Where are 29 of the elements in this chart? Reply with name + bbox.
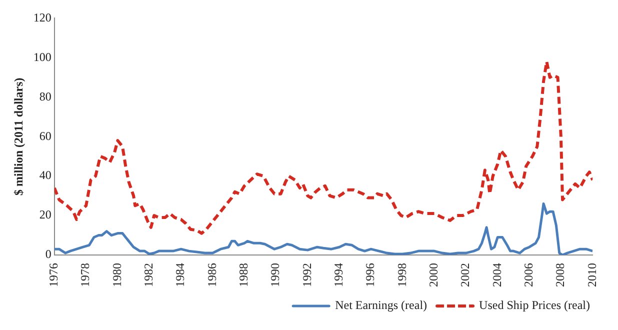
y-tick-label: 100 bbox=[33, 50, 52, 64]
x-tick-label: 1996 bbox=[363, 263, 378, 287]
y-tick-label: 80 bbox=[39, 89, 52, 104]
y-tick-label: 0 bbox=[45, 247, 52, 262]
x-tick-label: 1986 bbox=[204, 263, 219, 287]
x-tick-label: 2006 bbox=[521, 263, 536, 287]
x-tick-label: 1982 bbox=[142, 263, 156, 287]
line-series bbox=[54, 60, 593, 235]
x-tick-label: 1978 bbox=[78, 263, 92, 287]
x-tick-label: 2002 bbox=[458, 263, 472, 287]
y-tick-label: 40 bbox=[39, 168, 52, 182]
legend-label: Used Ship Prices (real) bbox=[479, 298, 590, 312]
x-tick-label: 1994 bbox=[331, 263, 346, 287]
x-tick-label: 2010 bbox=[584, 263, 599, 287]
y-tick-label: 120 bbox=[33, 10, 52, 24]
x-tick-label: 1976 bbox=[46, 263, 61, 287]
x-tick-label: 2004 bbox=[490, 263, 504, 287]
x-tick-label: 1984 bbox=[173, 263, 188, 287]
x-tick-label: 1988 bbox=[236, 263, 251, 287]
x-tick-label: 2000 bbox=[426, 263, 440, 287]
y-tick-label: 60 bbox=[39, 128, 52, 143]
x-tick-label: 1992 bbox=[300, 263, 314, 287]
y-axis-title: $ million (2011 dollars) bbox=[11, 78, 26, 196]
x-tick-label: 1990 bbox=[268, 263, 282, 287]
y-tick-label: 20 bbox=[39, 208, 52, 222]
legend-label: Net Earnings (real) bbox=[335, 298, 428, 312]
x-tick-label: 1980 bbox=[110, 263, 124, 287]
x-tick-label: 2008 bbox=[553, 263, 568, 287]
x-tick-label: 1998 bbox=[394, 263, 409, 287]
